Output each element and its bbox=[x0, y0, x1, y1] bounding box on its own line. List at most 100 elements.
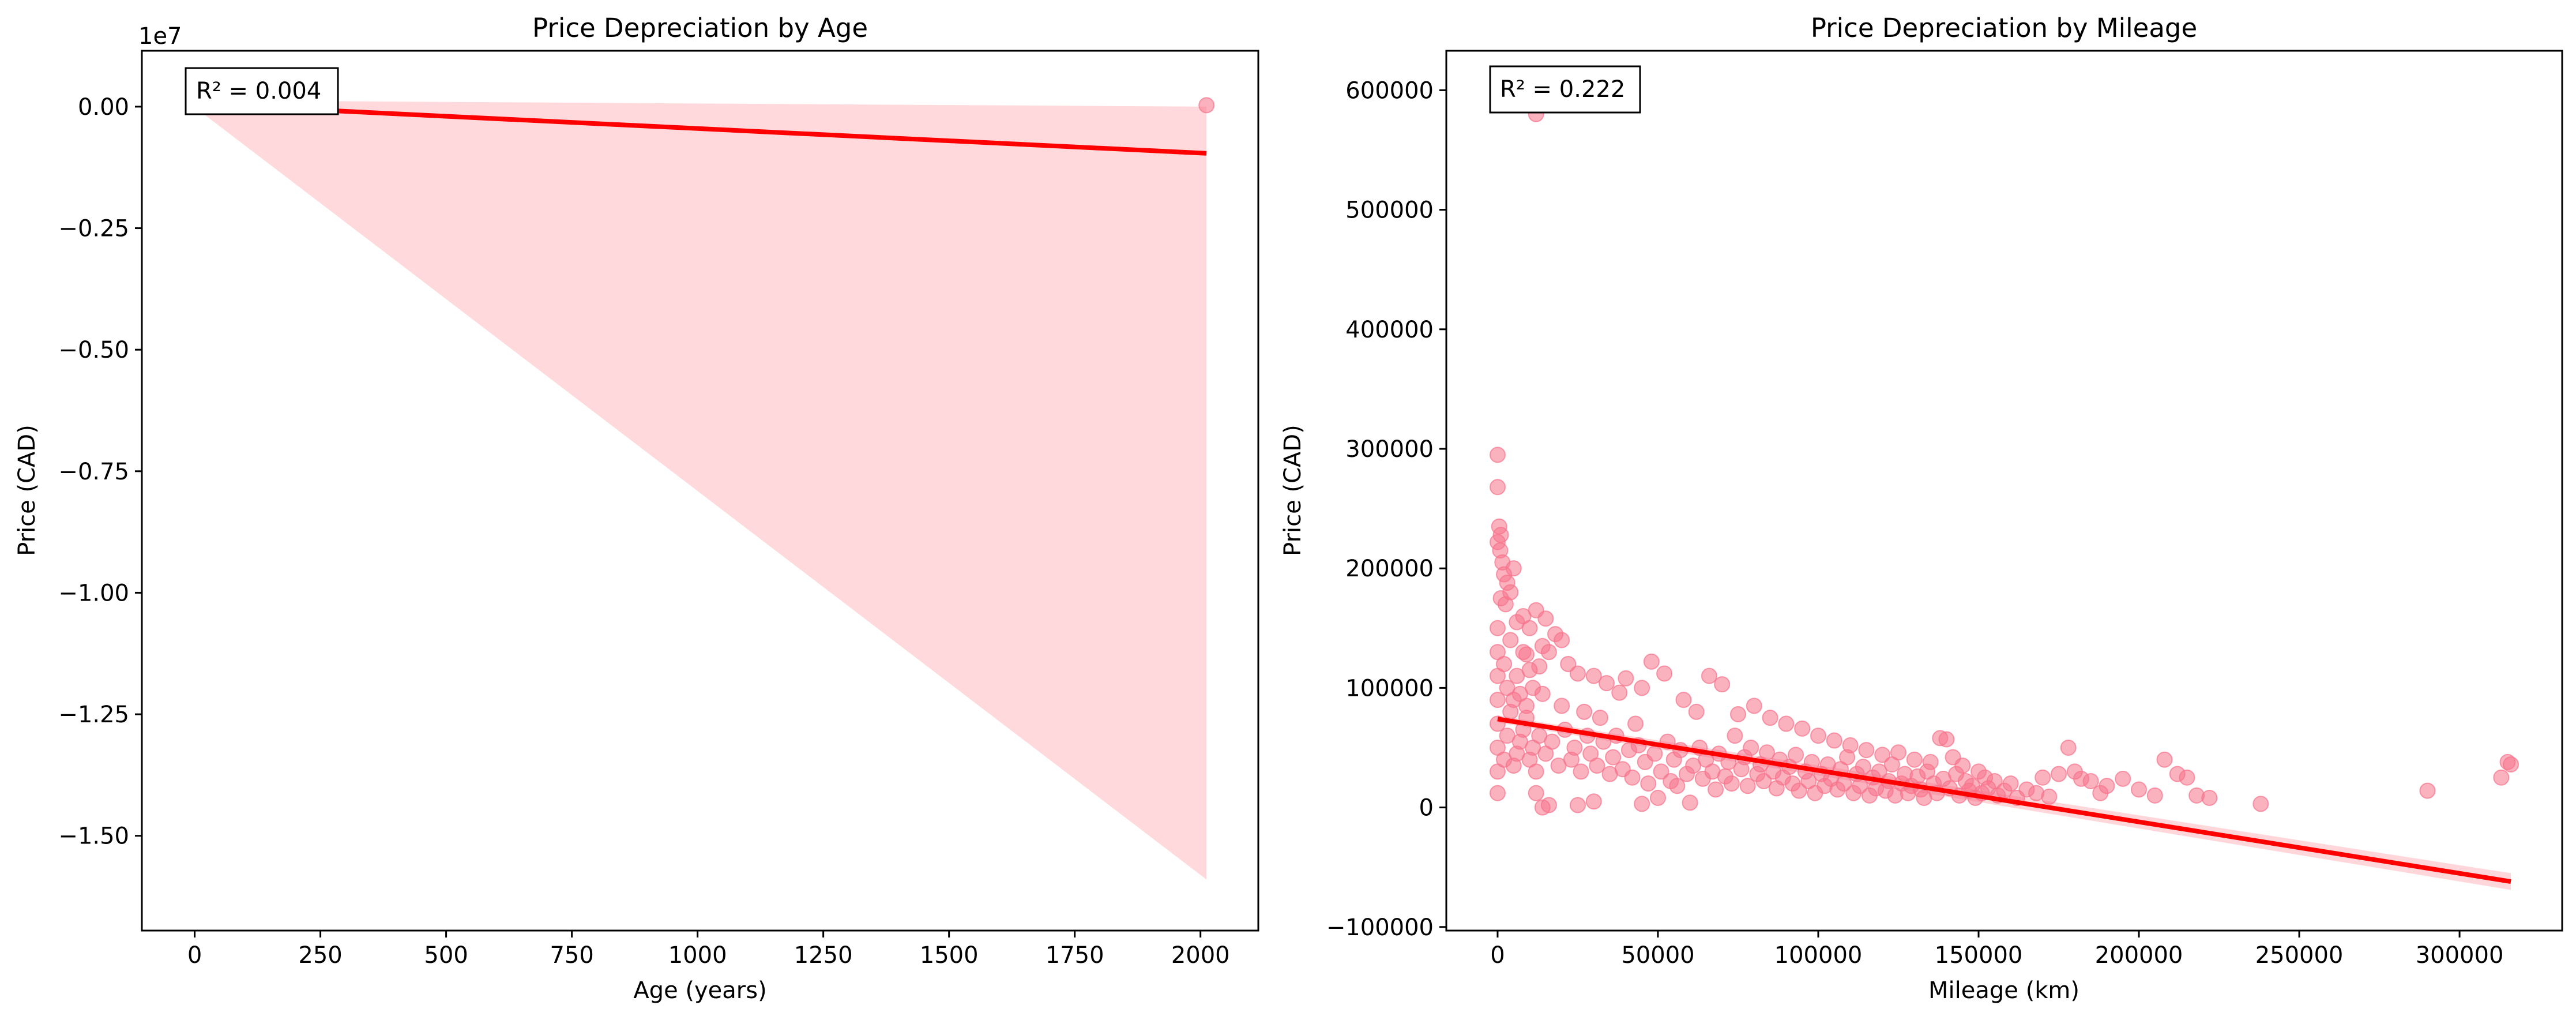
data-point bbox=[1810, 727, 1826, 744]
x-axis-label: Age (years) bbox=[633, 977, 766, 1004]
y-tick-label: −1.25 bbox=[58, 702, 129, 728]
data-point bbox=[1497, 596, 1514, 613]
x-tick-label: 750 bbox=[550, 942, 593, 969]
data-point bbox=[1544, 733, 1560, 750]
data-point bbox=[1701, 667, 1717, 684]
data-point bbox=[1643, 653, 1660, 670]
data-point bbox=[1502, 632, 1519, 648]
y-axis-label: Price (CAD) bbox=[1280, 425, 1306, 556]
data-point bbox=[1521, 620, 1538, 636]
data-point bbox=[1489, 692, 1506, 708]
data-point bbox=[1714, 676, 1731, 693]
data-point bbox=[1682, 794, 1698, 811]
data-point bbox=[1669, 778, 1686, 794]
x-tick-label: 1750 bbox=[1046, 942, 1104, 969]
r-squared-annotation: R² = 0.004 bbox=[196, 78, 321, 104]
data-point bbox=[2201, 790, 2218, 807]
data-point bbox=[1743, 739, 1759, 756]
data-point bbox=[1576, 703, 1593, 720]
data-point bbox=[1489, 785, 1506, 801]
data-point bbox=[1762, 710, 1778, 726]
data-point bbox=[1746, 697, 1762, 714]
mileage-chart-panel: Price Depreciation by Mileage 0 50000 1000… bbox=[1280, 13, 2563, 1004]
data-point bbox=[2131, 781, 2148, 798]
data-point bbox=[1675, 692, 1692, 708]
data-point bbox=[1727, 727, 1743, 744]
data-point bbox=[1198, 97, 1215, 114]
x-axis-label: Mileage (km) bbox=[1928, 977, 2079, 1004]
data-point bbox=[1569, 665, 1586, 682]
data-point bbox=[2146, 787, 2163, 804]
data-point bbox=[1624, 769, 1641, 786]
data-point bbox=[2493, 769, 2510, 786]
x-tick-label: 50000 bbox=[1621, 942, 1694, 969]
annotation-box: R² = 0.004 bbox=[185, 67, 339, 115]
data-point bbox=[1688, 703, 1705, 720]
scale-offset-text: 1e7 bbox=[138, 23, 182, 50]
data-point bbox=[1540, 797, 1557, 813]
data-point bbox=[2156, 751, 2173, 768]
data-point bbox=[1791, 782, 1807, 799]
data-point bbox=[1640, 775, 1657, 792]
r-squared-annotation: R² = 0.222 bbox=[1500, 76, 1625, 103]
y-tick-label: −0.75 bbox=[58, 459, 129, 485]
data-point bbox=[2503, 756, 2519, 772]
data-point bbox=[1653, 763, 1669, 780]
data-point bbox=[2115, 770, 2131, 787]
data-point bbox=[2179, 769, 2195, 786]
data-point bbox=[2252, 796, 2269, 812]
data-point bbox=[1788, 747, 1804, 763]
data-point bbox=[1778, 715, 1795, 732]
data-point bbox=[1560, 655, 1577, 672]
data-point bbox=[1569, 797, 1586, 813]
y-tick-label: 400000 bbox=[1345, 317, 1434, 343]
data-point bbox=[1540, 644, 1557, 661]
y-tick-label: −1.00 bbox=[58, 580, 129, 606]
x-tick-label: 0 bbox=[187, 942, 202, 969]
data-point bbox=[1515, 644, 1532, 661]
data-point bbox=[2082, 772, 2099, 789]
data-point bbox=[1739, 778, 1756, 794]
y-axis-label: Price (CAD) bbox=[14, 425, 40, 556]
data-point bbox=[1592, 710, 1608, 726]
data-point bbox=[1874, 747, 1891, 763]
data-point bbox=[2419, 782, 2436, 799]
data-point bbox=[1794, 720, 1811, 737]
data-point bbox=[1599, 675, 1615, 692]
data-point bbox=[2041, 788, 2058, 805]
x-tick-label: 1500 bbox=[920, 942, 979, 969]
data-point bbox=[1729, 706, 1746, 722]
y-tick-label: 0.00 bbox=[78, 94, 129, 121]
x-tick-label: 100000 bbox=[1774, 942, 1863, 969]
y-tick-label: 0 bbox=[1419, 795, 1434, 822]
data-point bbox=[2035, 769, 2051, 786]
data-point bbox=[1755, 772, 1772, 789]
data-point bbox=[1589, 757, 1605, 774]
plot-frame bbox=[1445, 50, 2563, 932]
data-point bbox=[1634, 680, 1650, 696]
y-tick-label: −100000 bbox=[1326, 914, 1434, 941]
data-point bbox=[1826, 732, 1842, 749]
x-tick-label: 0 bbox=[1490, 942, 1505, 969]
y-tick-label: 300000 bbox=[1345, 436, 1434, 463]
x-tick-label: 1000 bbox=[668, 942, 727, 969]
y-tick-label: −1.50 bbox=[58, 823, 129, 850]
y-tick-label: 600000 bbox=[1345, 77, 1434, 104]
data-point bbox=[1723, 775, 1740, 792]
x-tick-label: 250000 bbox=[2255, 942, 2344, 969]
age-chart-panel: Price Depreciation by Age 0 250 500 750 1000… bbox=[14, 13, 1259, 1004]
y-tick-label: 500000 bbox=[1345, 197, 1434, 224]
data-point bbox=[1554, 632, 1570, 648]
data-point bbox=[1496, 655, 1513, 672]
data-point bbox=[1489, 620, 1506, 636]
data-point bbox=[1518, 697, 1535, 714]
data-point bbox=[2092, 785, 2109, 801]
data-point bbox=[1649, 790, 1666, 807]
data-point bbox=[1618, 670, 1634, 687]
data-point bbox=[2060, 739, 2077, 756]
data-point bbox=[1634, 796, 1650, 812]
x-tick-label: 150000 bbox=[1935, 942, 2023, 969]
data-point bbox=[1573, 763, 1589, 780]
regression-line bbox=[1497, 717, 2511, 884]
